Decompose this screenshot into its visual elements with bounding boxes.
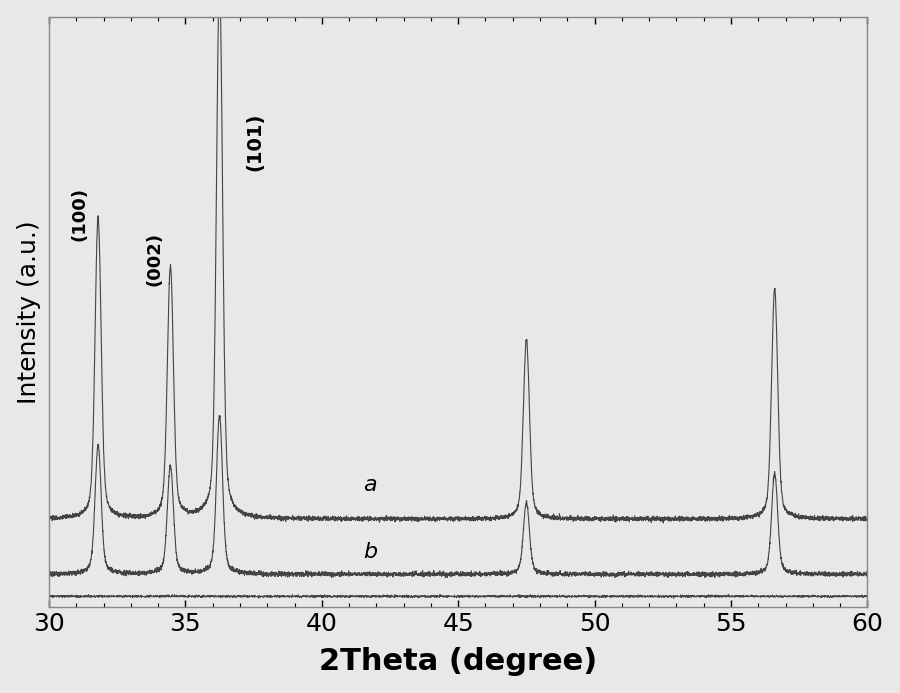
Text: (100): (100) [70,187,88,241]
Text: b: b [363,542,377,562]
Text: (101): (101) [246,113,265,171]
Y-axis label: Intensity (a.u.): Intensity (a.u.) [17,220,40,404]
X-axis label: 2Theta (degree): 2Theta (degree) [320,647,598,676]
Text: a: a [363,475,376,495]
Text: (002): (002) [145,231,163,286]
